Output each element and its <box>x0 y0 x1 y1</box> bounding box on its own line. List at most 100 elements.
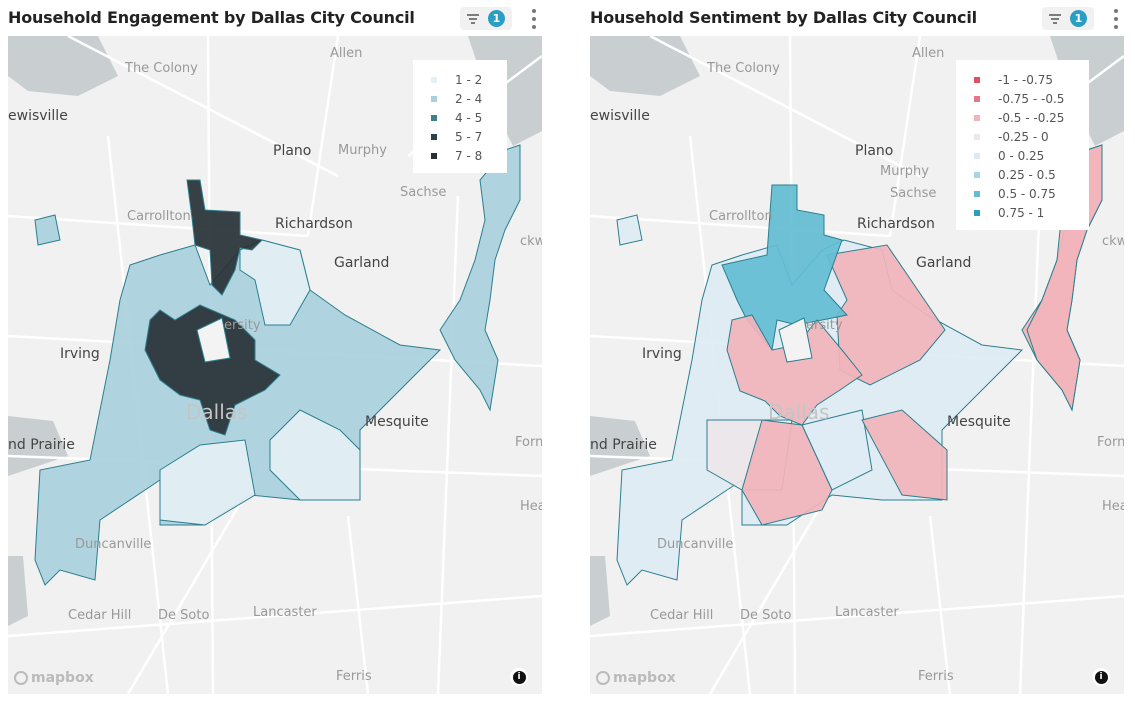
mapbox-logo[interactable]: mapbox <box>14 670 94 686</box>
legend-label: 1 - 2 <box>455 72 483 87</box>
council-district[interactable] <box>861 409 948 501</box>
place-label: Cedar Hill <box>650 608 714 623</box>
water-body <box>590 36 700 96</box>
place-label: Allen <box>330 46 363 61</box>
place-label: Duncanville <box>657 537 734 552</box>
university-park-enclave <box>196 317 231 363</box>
filter-button[interactable]: 1 <box>460 7 512 30</box>
council-district[interactable] <box>269 409 361 501</box>
place-label: Sachse <box>400 185 447 200</box>
info-icon: i <box>1094 670 1108 684</box>
legend-item: 0.25 - 0.5 <box>974 165 1075 184</box>
legend-swatch <box>431 152 437 159</box>
filter-button[interactable]: 1 <box>1042 7 1094 30</box>
place-label: Irving <box>60 346 100 362</box>
info-button[interactable]: i <box>510 668 528 686</box>
more-menu-icon[interactable] <box>1112 9 1120 29</box>
road <box>8 214 309 238</box>
place-label: ckwa <box>520 234 542 249</box>
place-label: Lancaster <box>253 605 317 620</box>
legend-item: 4 - 5 <box>431 108 493 127</box>
info-button[interactable]: i <box>1092 668 1110 686</box>
legend-item: -1 - -0.75 <box>974 70 1075 89</box>
council-district[interactable] <box>239 239 311 326</box>
road <box>928 515 952 694</box>
road <box>436 195 460 694</box>
choropleth-layer <box>8 36 542 694</box>
legend-item: -0.75 - -0.5 <box>974 89 1075 108</box>
filter-count-badge: 1 <box>1070 10 1087 27</box>
legend-swatch <box>974 95 980 102</box>
place-label: The Colony <box>125 61 198 76</box>
council-district[interactable] <box>439 144 521 412</box>
council-district[interactable] <box>741 419 833 526</box>
legend-label: 0.5 - 0.75 <box>998 186 1056 201</box>
place-label: Ferris <box>918 669 954 684</box>
road <box>346 515 370 694</box>
engagement-map[interactable]: ckwa Ferris Lancaster De Soto Cedar Hill Dunc… <box>8 36 542 694</box>
place-label: ckwa <box>1102 234 1124 249</box>
council-district[interactable] <box>159 439 256 526</box>
road <box>1018 195 1042 694</box>
place-label: ewisville <box>590 108 650 124</box>
council-district[interactable] <box>616 214 643 246</box>
council-district[interactable] <box>826 244 946 386</box>
place-label: Duncanville <box>75 537 152 552</box>
legend-item: 0.75 - 1 <box>974 203 1075 222</box>
road <box>67 36 339 178</box>
place-label: Richardson <box>857 216 935 232</box>
legend-item: 7 - 8 <box>431 146 493 165</box>
water-body <box>590 416 650 476</box>
council-district[interactable] <box>34 214 61 246</box>
place-label: Irving <box>642 346 682 362</box>
legend-swatch <box>431 133 437 140</box>
place-label: nd Prairie <box>590 437 657 453</box>
place-label: Richardson <box>275 216 353 232</box>
legend-label: -1 - -0.75 <box>998 72 1053 87</box>
council-district[interactable] <box>144 304 281 436</box>
legend-label: 0 - 0.25 <box>998 148 1045 163</box>
legend-label: 4 - 5 <box>455 110 483 125</box>
panel-title: Household Sentiment by Dallas City Counc… <box>590 8 977 27</box>
more-menu-icon[interactable] <box>530 9 538 29</box>
legend-label: -0.25 - 0 <box>998 129 1049 144</box>
place-label: Heartl <box>520 499 542 514</box>
engagement-panel: Household Engagement by Dallas City Coun… <box>0 0 545 705</box>
legend-label: 0.75 - 1 <box>998 205 1045 220</box>
place-label: Garland <box>334 255 390 271</box>
legend-item: 1 - 2 <box>431 70 493 89</box>
place-label: Allen <box>912 46 945 61</box>
place-label: Cedar Hill <box>68 608 132 623</box>
map-legend: 1 - 2 2 - 4 4 - 5 5 - 7 7 - 8 <box>413 60 507 173</box>
legend-label: -0.75 - -0.5 <box>998 91 1065 106</box>
legend-item: 2 - 4 <box>431 89 493 108</box>
place-label: Carrollton <box>127 209 191 224</box>
place-label: Murphy <box>338 143 387 158</box>
legend-swatch <box>974 76 980 83</box>
sentiment-panel: Household Sentiment by Dallas City Counc… <box>582 0 1127 705</box>
sentiment-map[interactable]: ckwa Ferris Lancaster De Soto Cedar Hill Dunc… <box>590 36 1124 694</box>
place-label: Forney <box>515 435 542 450</box>
filter-icon <box>1049 13 1061 24</box>
place-label: Lancaster <box>835 605 899 620</box>
place-label: ewisville <box>8 108 68 124</box>
legend-swatch <box>974 133 980 140</box>
legend-swatch <box>974 190 980 197</box>
road <box>306 36 340 237</box>
council-district[interactable] <box>186 179 263 296</box>
place-label: Forney <box>1097 435 1124 450</box>
mapbox-logo[interactable]: mapbox <box>596 670 676 686</box>
place-label: Sachse <box>890 186 937 201</box>
legend-item: 0 - 0.25 <box>974 146 1075 165</box>
water-body <box>8 416 68 476</box>
place-label: Ferris <box>336 669 372 684</box>
road <box>590 214 891 238</box>
road <box>649 36 921 178</box>
place-label: The Colony <box>707 61 780 76</box>
place-label: nd Prairie <box>8 437 75 453</box>
council-district[interactable] <box>726 314 863 426</box>
legend-item: -0.25 - 0 <box>974 127 1075 146</box>
place-label: De Soto <box>158 608 210 623</box>
place-label: Garland <box>916 255 972 271</box>
legend-swatch <box>431 76 437 83</box>
